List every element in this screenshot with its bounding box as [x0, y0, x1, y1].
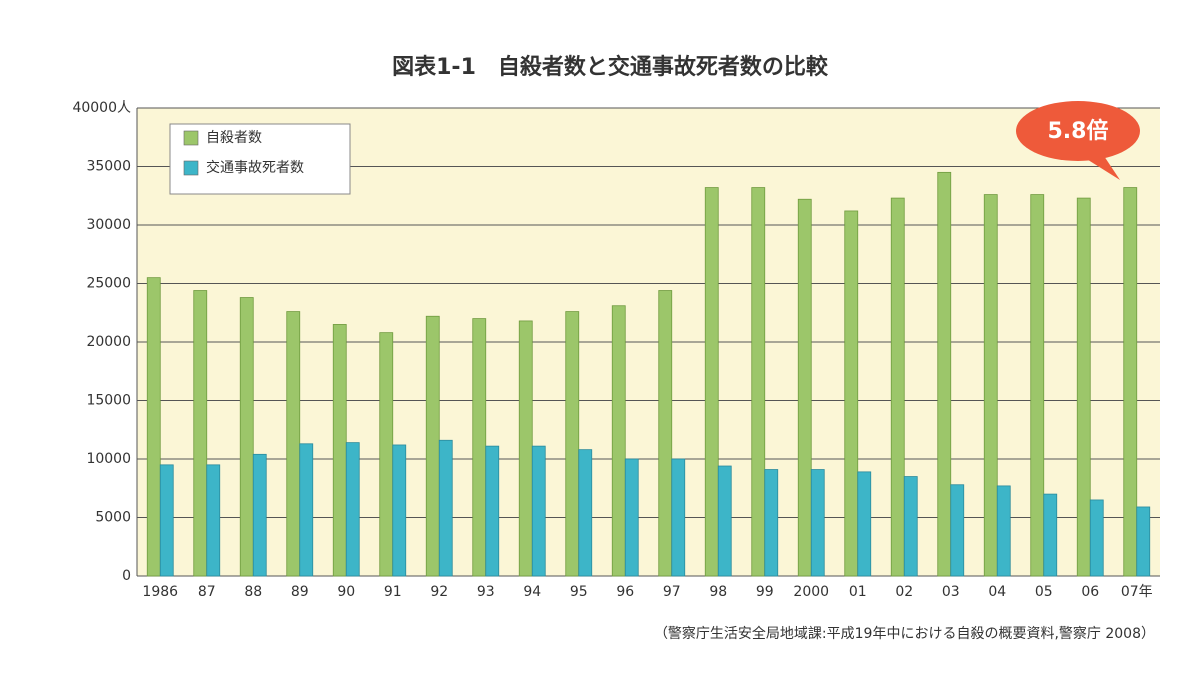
y-tick-label: 20000 — [86, 334, 131, 350]
y-tick-label: 15000 — [86, 393, 131, 409]
bar — [472, 318, 487, 577]
bar — [797, 198, 812, 577]
x-tick-label: 2000 — [793, 584, 829, 600]
bar — [844, 210, 859, 577]
bar — [1123, 187, 1138, 577]
bar — [611, 305, 626, 577]
x-tick-label: 95 — [570, 584, 588, 600]
legend-box — [169, 123, 351, 195]
x-tick-label: 01 — [849, 584, 867, 600]
legend-swatch — [183, 160, 199, 176]
x-tick-label: 91 — [384, 584, 402, 600]
bar — [751, 187, 766, 577]
bar — [658, 290, 673, 577]
bar — [206, 464, 221, 577]
bar — [578, 449, 593, 577]
source-note: （警察庁生活安全局地域課:平成19年中における自殺の概要資料,警察庁 2008） — [654, 625, 1155, 642]
x-tick-label: 93 — [477, 584, 495, 600]
y-tick-label: 30000 — [86, 217, 131, 233]
x-tick-label: 98 — [709, 584, 727, 600]
y-tick-label: 25000 — [86, 276, 131, 292]
bar — [159, 464, 174, 577]
y-tick-label: 10000 — [86, 451, 131, 467]
y-tick-label: 0 — [122, 568, 131, 584]
annotation: 5.8倍 — [1048, 118, 1109, 144]
bar — [903, 476, 918, 577]
x-tick-label: 87 — [198, 584, 216, 600]
bar — [937, 171, 952, 577]
x-tick-label: 06 — [1081, 584, 1099, 600]
x-tick-label: 88 — [244, 584, 262, 600]
bar — [345, 442, 360, 577]
x-tick-label: 03 — [942, 584, 960, 600]
bar — [624, 458, 639, 577]
bar — [252, 453, 267, 577]
annotation-bubble — [1016, 101, 1140, 161]
x-tick-label: 90 — [337, 584, 355, 600]
legend-label: 自殺者数 — [206, 130, 262, 146]
y-tick-label: 40000人 — [72, 100, 131, 116]
bar — [286, 311, 301, 577]
x-tick-label: 07年 — [1121, 584, 1153, 600]
bar — [1043, 493, 1058, 577]
bar — [193, 290, 208, 577]
x-tick-label: 05 — [1035, 584, 1053, 600]
bar — [717, 465, 732, 577]
bar — [485, 445, 500, 577]
x-tick-label: 04 — [988, 584, 1006, 600]
x-tick-label: 97 — [663, 584, 681, 600]
bar — [531, 445, 546, 577]
bar — [890, 197, 905, 577]
x-tick-label: 96 — [616, 584, 634, 600]
x-tick-label: 02 — [895, 584, 913, 600]
bar — [425, 315, 440, 577]
chart-title: 図表1-1 自殺者数と交通事故死者数の比較 — [392, 54, 829, 80]
y-tick-label: 5000 — [95, 510, 131, 526]
bar — [704, 187, 719, 577]
y-tick-label: 35000 — [86, 159, 131, 175]
bar — [565, 311, 580, 577]
bar — [1030, 194, 1045, 577]
bar — [299, 443, 314, 577]
x-tick-label: 99 — [756, 584, 774, 600]
bar — [671, 458, 686, 577]
bar — [438, 439, 453, 577]
x-tick-label: 94 — [523, 584, 541, 600]
legend-swatch — [183, 130, 199, 146]
bar — [379, 332, 394, 577]
legend-label: 交通事故死者数 — [206, 159, 304, 176]
x-tick-label: 89 — [291, 584, 309, 600]
bar — [518, 320, 533, 577]
bar — [332, 324, 347, 577]
bar — [1136, 506, 1151, 577]
bar — [983, 194, 998, 577]
bar — [1076, 197, 1091, 577]
x-tick-label: 1986 — [142, 584, 178, 600]
bar — [857, 471, 872, 577]
bar — [1089, 499, 1104, 577]
bar — [950, 484, 965, 577]
bar — [392, 444, 407, 577]
bar — [239, 297, 254, 577]
bar — [810, 469, 825, 577]
bar — [764, 469, 779, 577]
bar — [146, 277, 161, 577]
x-tick-label: 92 — [430, 584, 448, 600]
bar — [996, 485, 1011, 577]
